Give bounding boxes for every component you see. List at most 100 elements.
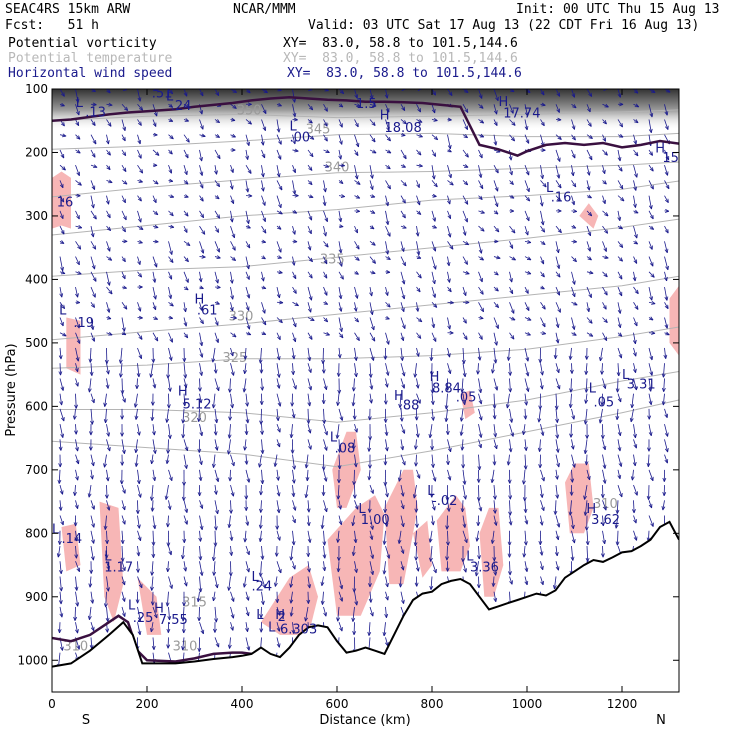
wind-arrow xyxy=(493,347,497,364)
wind-arrow-head xyxy=(479,154,483,159)
wind-arrow-head xyxy=(260,449,265,454)
wind-arrow-head xyxy=(149,373,154,378)
wind-arrow xyxy=(415,545,417,561)
wind-arrow xyxy=(385,241,389,255)
wind-arrow-head xyxy=(320,524,325,529)
wind-arrow-head xyxy=(199,91,204,97)
wind-arrow-head xyxy=(555,448,560,453)
wind-arrow xyxy=(462,240,469,246)
wind-arrow-head xyxy=(75,447,79,452)
wind-arrow xyxy=(524,500,527,513)
wind-arrow xyxy=(121,515,126,525)
wind-arrow-head xyxy=(121,331,127,336)
model-title: SEAC4RS 15km ARW xyxy=(5,2,131,17)
wind-arrow xyxy=(354,134,359,148)
pink-region xyxy=(384,469,418,585)
wind-arrow xyxy=(385,424,388,436)
wind-arrow xyxy=(292,104,296,117)
wind-arrow-head xyxy=(494,202,499,207)
wind-arrow-head xyxy=(447,144,452,150)
wind-arrow xyxy=(245,606,250,617)
wind-arrow-head xyxy=(91,89,96,93)
wind-arrow-head xyxy=(401,106,406,111)
wind-arrow-head xyxy=(523,446,528,451)
wind-arrow xyxy=(369,363,372,378)
wind-arrow-head xyxy=(106,151,111,156)
wind-arrow xyxy=(416,378,419,389)
wind-arrow-head xyxy=(198,556,203,561)
wind-arrow xyxy=(540,210,544,226)
wind-arrow-head xyxy=(262,109,267,115)
wind-arrow-head xyxy=(184,446,189,452)
wind-arrow-head xyxy=(352,588,357,593)
wind-arrow xyxy=(137,347,142,359)
wind-arrow-head xyxy=(351,521,356,527)
wind-arrow-head xyxy=(308,257,313,263)
wind-arrow xyxy=(260,408,262,425)
wind-arrow xyxy=(430,545,433,562)
wind-arrow-head xyxy=(60,266,64,272)
wind-arrow-head xyxy=(634,119,639,124)
wind-arrow-head xyxy=(152,524,157,530)
wind-arrow xyxy=(199,195,204,202)
wind-arrow xyxy=(121,545,124,562)
wind-arrow xyxy=(106,149,111,156)
wind-arrow-head xyxy=(431,506,436,511)
wind-arrow-head xyxy=(87,493,92,498)
wind-arrow-head xyxy=(510,194,515,199)
wind-arrow-head xyxy=(370,194,376,198)
wind-arrow xyxy=(338,591,343,602)
wind-arrow-head xyxy=(386,256,391,260)
wind-arrow xyxy=(321,515,324,529)
wind-arrow-head xyxy=(556,368,560,374)
wind-arrow-head xyxy=(415,232,420,237)
wind-arrow-head xyxy=(150,571,155,576)
wind-arrow xyxy=(617,256,623,262)
wind-arrow xyxy=(431,515,434,526)
wind-arrow-head xyxy=(416,201,421,206)
wind-arrow-head xyxy=(418,133,423,138)
high-low-labels: L.13H.51L.2416L.001.5H18.08H17.74L.16H15… xyxy=(52,89,679,638)
wind-arrow-head xyxy=(103,402,108,407)
wind-arrow xyxy=(493,500,496,514)
wind-arrow xyxy=(648,195,652,210)
wind-arrow xyxy=(385,210,389,225)
wind-arrow-head xyxy=(231,133,236,138)
wind-arrow-head xyxy=(572,104,577,109)
wind-arrow xyxy=(261,302,266,314)
wind-arrow-head xyxy=(492,461,497,466)
wind-arrow xyxy=(385,363,389,376)
wind-arrow xyxy=(152,637,155,650)
wind-arrow-head xyxy=(369,535,374,540)
x-tick-label: 600 xyxy=(326,697,349,711)
wind-arrow-head xyxy=(402,154,407,160)
wind-arrow xyxy=(648,301,656,305)
wind-arrow-head xyxy=(354,228,358,234)
wind-arrow xyxy=(617,484,623,498)
wind-arrow-head xyxy=(137,616,142,622)
wind-arrow xyxy=(214,408,218,423)
wind-arrow-head xyxy=(259,420,264,425)
wind-arrow xyxy=(648,424,652,436)
wind-arrow-head xyxy=(651,89,656,94)
wind-arrow xyxy=(261,378,263,391)
wind-arrow-head xyxy=(76,324,80,329)
wind-arrow-head xyxy=(583,420,588,425)
wind-arrow-head xyxy=(135,384,140,390)
wind-arrow-head xyxy=(242,388,247,393)
wind-arrow-head xyxy=(494,168,499,174)
wind-arrow-head xyxy=(322,201,327,206)
wind-arrow xyxy=(354,561,358,573)
wind-arrow xyxy=(354,180,361,185)
high-low-label: .08 xyxy=(335,442,356,457)
x-tick-label: 0 xyxy=(48,697,56,711)
wind-arrow xyxy=(106,469,109,482)
wind-arrow xyxy=(261,89,268,94)
wind-arrow xyxy=(197,591,200,602)
wind-arrow-head xyxy=(449,300,454,305)
wind-arrow-head xyxy=(231,148,236,152)
wind-arrow xyxy=(571,454,576,468)
wind-arrow xyxy=(447,363,451,374)
wind-arrow xyxy=(633,484,638,496)
wind-arrow-head xyxy=(152,476,157,482)
